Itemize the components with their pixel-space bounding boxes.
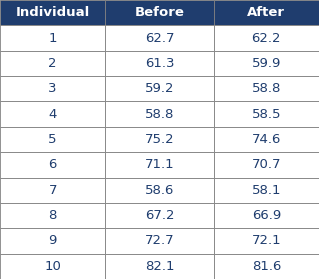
Text: 5: 5	[48, 133, 57, 146]
Text: 62.2: 62.2	[252, 32, 281, 45]
Bar	[105, 25, 214, 51]
Text: Before: Before	[135, 6, 184, 19]
Bar	[214, 127, 319, 152]
Bar	[105, 177, 214, 203]
Text: 6: 6	[48, 158, 57, 171]
Bar	[214, 102, 319, 127]
Bar	[105, 254, 214, 279]
Text: 70.7: 70.7	[252, 158, 281, 171]
Bar	[214, 203, 319, 228]
Text: 59.9: 59.9	[252, 57, 281, 70]
Bar	[0, 0, 105, 25]
Text: 4: 4	[48, 108, 57, 121]
Text: 62.7: 62.7	[145, 32, 174, 45]
Bar	[214, 76, 319, 102]
Bar	[105, 203, 214, 228]
Bar	[0, 203, 105, 228]
Bar	[105, 51, 214, 76]
Text: 75.2: 75.2	[145, 133, 174, 146]
Bar	[214, 0, 319, 25]
Bar	[105, 76, 214, 102]
Text: 8: 8	[48, 209, 57, 222]
Text: 58.8: 58.8	[252, 82, 281, 95]
Text: 1: 1	[48, 32, 57, 45]
Bar	[214, 25, 319, 51]
Bar	[214, 177, 319, 203]
Bar	[214, 152, 319, 177]
Bar	[0, 177, 105, 203]
Bar	[0, 127, 105, 152]
Bar	[105, 0, 214, 25]
Text: 59.2: 59.2	[145, 82, 174, 95]
Text: 66.9: 66.9	[252, 209, 281, 222]
Text: 58.6: 58.6	[145, 184, 174, 197]
Bar	[214, 254, 319, 279]
Bar	[105, 102, 214, 127]
Bar	[105, 152, 214, 177]
Bar	[0, 76, 105, 102]
Text: Individual: Individual	[16, 6, 90, 19]
Text: 58.5: 58.5	[252, 108, 281, 121]
Bar	[214, 228, 319, 254]
Bar	[0, 228, 105, 254]
Text: 7: 7	[48, 184, 57, 197]
Bar	[214, 51, 319, 76]
Bar	[0, 254, 105, 279]
Text: 71.1: 71.1	[145, 158, 174, 171]
Text: 58.1: 58.1	[252, 184, 281, 197]
Text: 3: 3	[48, 82, 57, 95]
Text: 58.8: 58.8	[145, 108, 174, 121]
Text: 74.6: 74.6	[252, 133, 281, 146]
Bar	[0, 25, 105, 51]
Text: 82.1: 82.1	[145, 260, 174, 273]
Text: 61.3: 61.3	[145, 57, 174, 70]
Text: 9: 9	[48, 234, 57, 247]
Bar	[105, 127, 214, 152]
Text: 72.1: 72.1	[252, 234, 281, 247]
Text: After: After	[247, 6, 286, 19]
Text: 2: 2	[48, 57, 57, 70]
Text: 72.7: 72.7	[145, 234, 174, 247]
Text: 81.6: 81.6	[252, 260, 281, 273]
Bar	[0, 51, 105, 76]
Text: 67.2: 67.2	[145, 209, 174, 222]
Bar	[0, 102, 105, 127]
Bar	[105, 228, 214, 254]
Bar	[0, 152, 105, 177]
Text: 10: 10	[44, 260, 61, 273]
